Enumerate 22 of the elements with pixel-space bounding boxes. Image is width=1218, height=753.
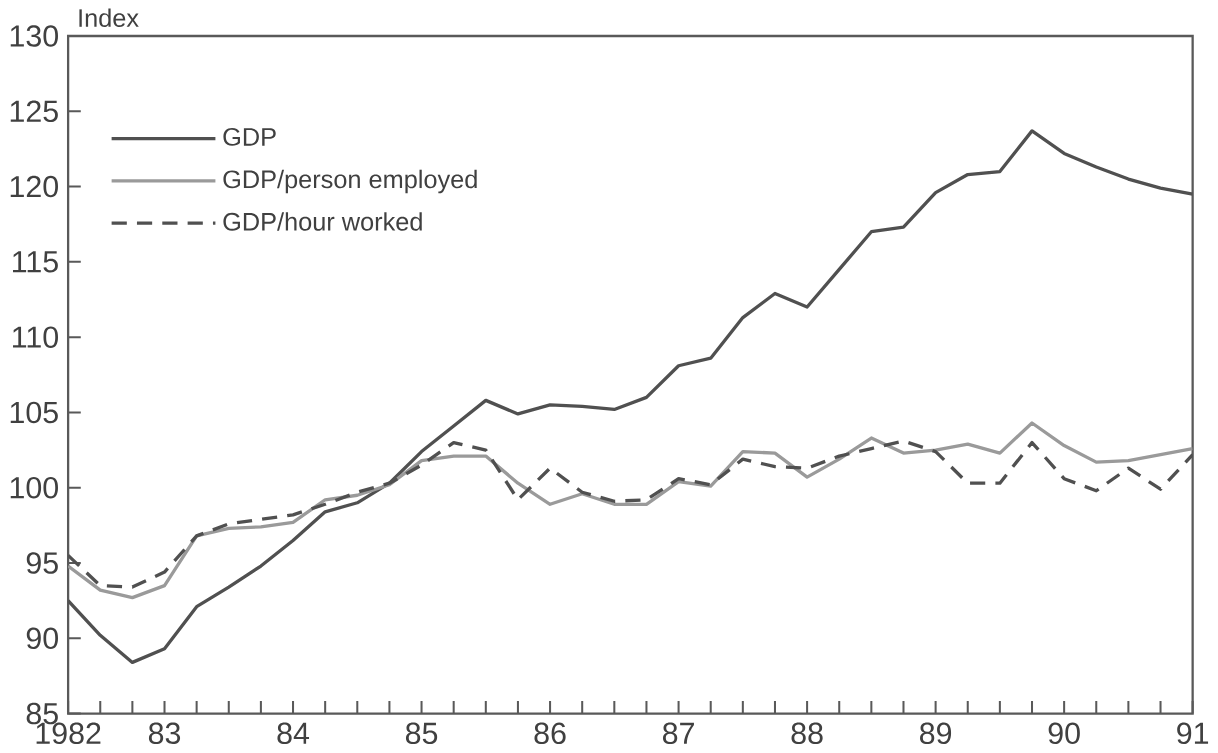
x-tick-label: 83	[148, 722, 181, 745]
y-tick-label: 110	[13, 326, 58, 349]
x-tick-label: 89	[920, 722, 952, 745]
x-tick-label: 85	[405, 722, 438, 745]
y-tick-label: 95	[26, 552, 58, 574]
legend-label: GDP/hour worked	[223, 212, 422, 231]
y-axis-title: Index	[79, 8, 139, 28]
x-tick-label: 86	[534, 722, 566, 745]
x-tick-label: 90	[1048, 722, 1080, 745]
y-tick-label: 115	[13, 251, 58, 273]
y-tick-label: 90	[26, 627, 58, 650]
x-tick-label: 91	[1177, 722, 1209, 745]
legend-label: GDP/person employed	[223, 169, 477, 194]
y-tick-label: 120	[10, 176, 58, 198]
y-tick-label: 125	[10, 100, 58, 123]
legend-label: GDP	[223, 128, 276, 147]
x-tick-label: 84	[277, 722, 310, 745]
x-tick-label: 88	[791, 722, 823, 745]
y-tick-label: 130	[10, 25, 58, 47]
y-tick-label: 100	[10, 477, 58, 499]
x-tick-label: 87	[662, 722, 694, 745]
y-tick-label: 105	[10, 401, 58, 424]
